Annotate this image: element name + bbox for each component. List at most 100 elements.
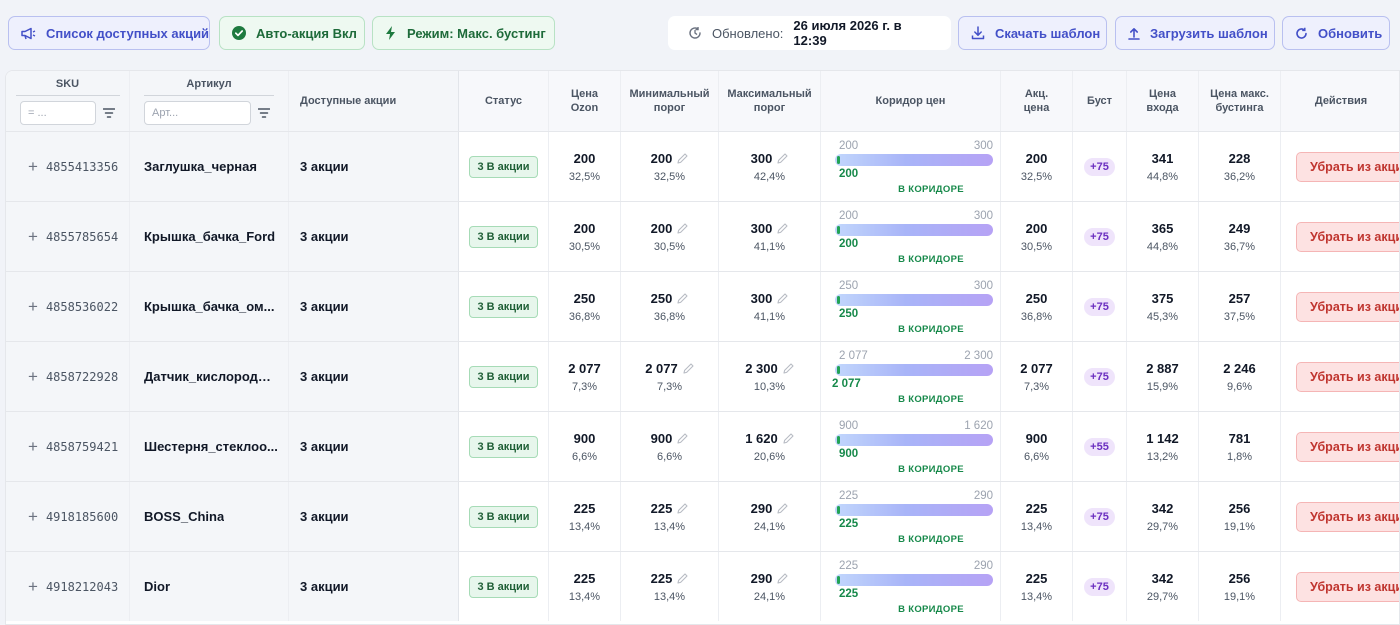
expand-plus-icon[interactable]: + [28, 576, 38, 596]
available-cell[interactable]: 3 акции [289, 552, 459, 621]
remove-from-promo-button[interactable]: Убрать из акци [1296, 152, 1399, 182]
max-threshold-cell: 300 41,1% [719, 272, 821, 341]
expand-plus-icon[interactable]: + [28, 296, 38, 316]
remove-from-promo-button[interactable]: Убрать из акци [1296, 502, 1399, 532]
pencil-icon[interactable] [777, 292, 788, 304]
sku-filter-input[interactable]: = ... [20, 101, 96, 125]
price-ozon-pct: 36,8% [568, 310, 601, 323]
clock-refresh-icon [688, 26, 702, 40]
pencil-icon[interactable] [677, 502, 688, 514]
pencil-icon[interactable] [777, 502, 788, 514]
refresh-button[interactable]: Обновить [1282, 16, 1390, 50]
min-threshold-cell: 200 32,5% [621, 132, 719, 201]
min-threshold-value: 200 [650, 220, 673, 236]
status-cell: 3 В акции [459, 202, 549, 271]
expand-plus-icon[interactable]: + [28, 156, 38, 176]
corridor-high: 290 [973, 490, 993, 502]
corridor-low: 250 [839, 280, 859, 292]
expand-plus-icon[interactable]: + [28, 436, 38, 456]
expand-plus-icon[interactable]: + [28, 226, 38, 246]
boost-max-pct: 36,7% [1223, 240, 1256, 253]
pencil-icon[interactable] [783, 362, 794, 374]
actions-cell: Убрать из акци [1281, 272, 1399, 341]
download-template-button[interactable]: Скачать шаблон [958, 16, 1107, 50]
header-bmax-line2: бустинга [1215, 102, 1264, 114]
available-cell[interactable]: 3 акции [289, 342, 459, 411]
expand-plus-icon[interactable]: + [28, 506, 38, 526]
sku-cell: + 4858536022 [6, 272, 130, 341]
article-filter-input[interactable]: Арт... [144, 101, 251, 125]
available-cell[interactable]: 3 акции [289, 132, 459, 201]
actions-cell: Убрать из акци [1281, 482, 1399, 551]
boost-max-value: 228 [1228, 150, 1251, 166]
entry-price-value: 375 [1151, 290, 1174, 306]
boost-max-cell: 781 1,8% [1199, 412, 1281, 481]
remove-from-promo-button[interactable]: Убрать из акци [1296, 362, 1399, 392]
max-threshold-value: 1 620 [745, 430, 778, 446]
sku-cell: + 4855785654 [6, 202, 130, 271]
entry-price-cell: 342 29,7% [1127, 482, 1199, 551]
boost-max-cell: 2 246 9,6% [1199, 342, 1281, 411]
pencil-icon[interactable] [777, 222, 788, 234]
status-badge: 3 В акции [469, 155, 538, 178]
pencil-icon[interactable] [677, 572, 688, 584]
remove-from-promo-button[interactable]: Убрать из акци [1296, 432, 1399, 462]
remove-from-promo-button[interactable]: Убрать из акци [1296, 572, 1399, 602]
min-threshold-pct: 36,8% [653, 310, 686, 323]
price-ozon-value: 225 [573, 500, 596, 516]
available-cell[interactable]: 3 акции [289, 202, 459, 271]
boost-cell: +75 [1073, 272, 1127, 341]
check-circle-icon [232, 26, 246, 40]
available-cell[interactable]: 3 акции [289, 272, 459, 341]
pencil-icon[interactable] [677, 292, 688, 304]
corridor-bar [835, 574, 993, 586]
header-max-line2: порог [753, 102, 786, 114]
pencil-icon[interactable] [777, 152, 788, 164]
entry-price-value: 342 [1151, 500, 1174, 516]
promo-price-cell: 200 32,5% [1001, 132, 1073, 201]
header-boost: Буст [1073, 71, 1127, 131]
corridor-status: В КОРИДОРЕ [898, 534, 964, 545]
pencil-icon[interactable] [683, 362, 694, 374]
min-threshold-value: 900 [650, 430, 673, 446]
sku-cell: + 4855413356 [6, 132, 130, 201]
pencil-icon[interactable] [677, 432, 688, 444]
filter-icon[interactable] [258, 108, 270, 118]
status-badge: 3 В акции [469, 575, 538, 598]
min-threshold-value: 225 [650, 500, 673, 516]
promo-price-value: 200 [1025, 220, 1048, 236]
promo-price-value: 2 077 [1020, 360, 1053, 376]
boost-max-pct: 19,1% [1223, 520, 1256, 533]
boost-max-value: 2 246 [1223, 360, 1256, 376]
remove-from-promo-button[interactable]: Убрать из акци [1296, 222, 1399, 252]
available-cell[interactable]: 3 акции [289, 482, 459, 551]
header-bmax-line1: Цена макс. [1210, 88, 1269, 100]
promo-price-cell: 200 30,5% [1001, 202, 1073, 271]
remove-from-promo-button[interactable]: Убрать из акци [1296, 292, 1399, 322]
entry-price-value: 1 142 [1146, 430, 1179, 446]
pencil-icon[interactable] [783, 432, 794, 444]
corridor-current: 225 [839, 518, 859, 530]
table-row: + 4858759421 Шестерня_стеклоо... 3 акции… [6, 411, 1399, 481]
price-ozon-value: 2 077 [568, 360, 601, 376]
upload-template-button[interactable]: Загрузить шаблон [1115, 16, 1275, 50]
price-ozon-value: 250 [573, 290, 596, 306]
available-promos: 3 акции [300, 369, 349, 384]
filter-icon[interactable] [103, 108, 115, 118]
boost-cell: +55 [1073, 412, 1127, 481]
article-value: Шестерня_стеклоо... [144, 439, 278, 454]
pencil-icon[interactable] [677, 222, 688, 234]
promo-list-button[interactable]: Список доступных акций [8, 16, 210, 50]
header-price-ozon-line2: Ozon [570, 102, 599, 114]
expand-plus-icon[interactable]: + [28, 366, 38, 386]
available-promos: 3 акции [300, 439, 349, 454]
available-cell[interactable]: 3 акции [289, 412, 459, 481]
pencil-icon[interactable] [677, 152, 688, 164]
auto-promo-toggle[interactable]: Авто-акция Вкл [219, 16, 365, 50]
corridor-marker [837, 226, 840, 234]
boost-cell: +75 [1073, 482, 1127, 551]
mode-button[interactable]: Режим: Макс. бустинг [372, 16, 555, 50]
price-ozon-cell: 225 13,4% [549, 482, 621, 551]
megaphone-icon [21, 27, 36, 40]
pencil-icon[interactable] [777, 572, 788, 584]
